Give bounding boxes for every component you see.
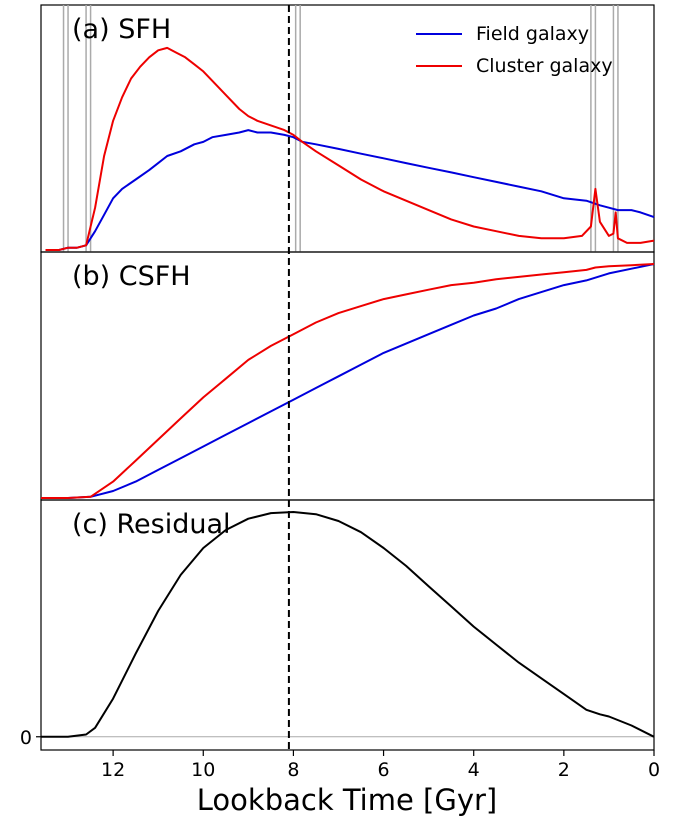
- panel-csfh-label: (b) CSFH: [72, 261, 191, 292]
- series-line-cluster-galaxy: [41, 263, 655, 499]
- legend: Field galaxy Cluster galaxy: [416, 23, 613, 77]
- panel-csfh: (b) CSFH: [40, 251, 655, 501]
- legend-field-label: Field galaxy: [476, 23, 589, 45]
- series-line-field-galaxy: [45, 129, 655, 251]
- panel-sfh-series: [45, 46, 655, 251]
- panel-sfh: (a) SFH Field galaxy Cluster galaxy: [40, 4, 655, 253]
- series-line-residual: [41, 511, 655, 738]
- panel-csfh-series: [41, 263, 655, 499]
- panel-sfh-label: (a) SFH: [72, 14, 171, 45]
- x-axis-label: Lookback Time [Gyr]: [197, 783, 497, 817]
- x-tick-label: 0: [648, 759, 660, 781]
- x-tick-label: 8: [287, 759, 299, 781]
- x-tick-label: 4: [468, 759, 480, 781]
- panel-residual-label: (c) Residual: [72, 509, 231, 540]
- x-axis-ticks: 12 10 8 6 4 2 0: [101, 750, 660, 781]
- series-line-cluster-galaxy: [45, 46, 655, 251]
- x-tick-label: 2: [558, 759, 570, 781]
- series-line-field-galaxy: [41, 263, 655, 499]
- panel-residual-series: [41, 511, 655, 738]
- legend-cluster-label: Cluster galaxy: [476, 55, 613, 77]
- x-tick-label: 12: [101, 759, 125, 781]
- x-tick-label: 10: [191, 759, 215, 781]
- panel-residual: (c) Residual 0: [20, 499, 655, 751]
- x-tick-label: 6: [378, 759, 390, 781]
- panel-residual-frame: [40, 499, 655, 751]
- residual-y-tick-label: 0: [20, 727, 32, 749]
- residual-y-ticks: 0: [20, 727, 41, 749]
